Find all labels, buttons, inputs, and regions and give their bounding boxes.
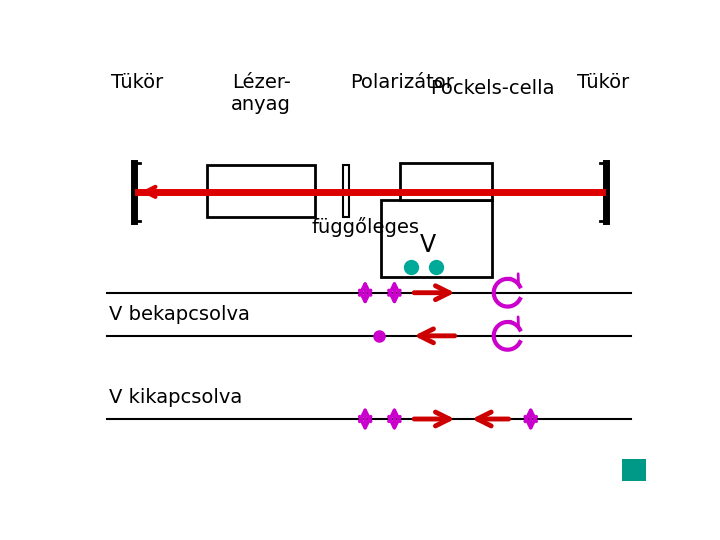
Text: Tükör: Tükör <box>577 72 629 91</box>
Bar <box>621 459 647 481</box>
Bar <box>207 165 315 217</box>
Bar <box>381 200 492 276</box>
Bar <box>400 164 492 200</box>
Text: V: V <box>420 233 436 257</box>
Text: Tükör: Tükör <box>111 72 163 91</box>
Text: Pockels-cella: Pockels-cella <box>431 79 555 98</box>
Text: függőleges: függőleges <box>311 217 419 237</box>
Text: Lézer-
anyag: Lézer- anyag <box>231 72 291 113</box>
Text: V bekapcsolva: V bekapcsolva <box>109 305 250 324</box>
Text: V kikapcsolva: V kikapcsolva <box>109 388 242 407</box>
Text: Polarizátor: Polarizátor <box>350 72 454 91</box>
Bar <box>343 165 349 217</box>
